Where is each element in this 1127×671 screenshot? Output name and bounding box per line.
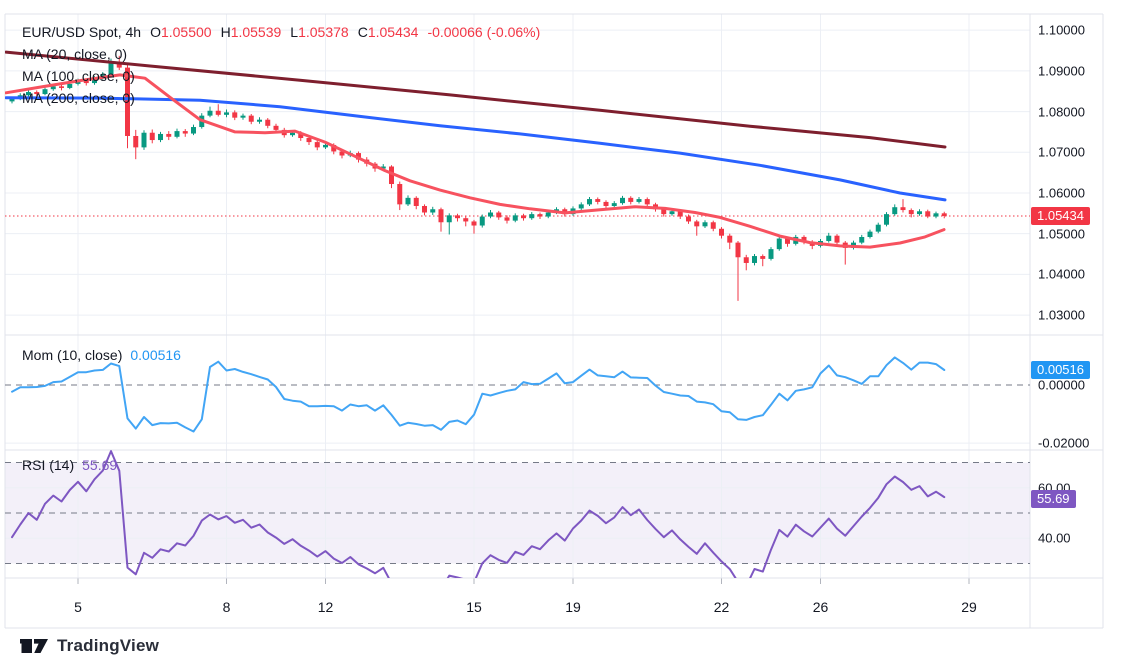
low-label: L <box>290 24 299 40</box>
high-label: H <box>220 24 231 40</box>
legend-ma20[interactable]: MA (20, close, 0) <box>22 46 128 62</box>
x-axis-label: 29 <box>961 599 977 615</box>
x-axis-label: 8 <box>222 599 231 615</box>
momentum-value: 0.00516 <box>130 347 181 363</box>
change-value: -0.00066 (-0.06%) <box>427 24 541 40</box>
x-axis-label: 12 <box>317 599 334 615</box>
x-axis-label: 22 <box>713 599 730 615</box>
y-axis-label: 1.08000 <box>1038 104 1085 120</box>
y-axis-label: 1.07000 <box>1038 144 1085 160</box>
y-axis-label: 1.06000 <box>1038 185 1085 201</box>
ma200-line <box>5 50 947 149</box>
y-axis-label: -0.02000 <box>1038 435 1090 451</box>
candles <box>9 55 947 301</box>
y-axis-label: 1.04000 <box>1038 266 1085 282</box>
close-label: C <box>357 24 368 40</box>
rsi-value: 55.69 <box>82 457 118 473</box>
close-value: 1.05434 <box>367 24 419 40</box>
rsi-label: RSI (14) <box>22 457 75 473</box>
price-badge: 1.05434 <box>1031 207 1090 225</box>
legend-ma200[interactable]: MA (200, close, 0) <box>22 90 135 106</box>
x-axis-label: 5 <box>74 599 82 615</box>
momentum-line <box>11 356 946 433</box>
open-value: 1.05500 <box>160 24 212 40</box>
tradingview-logo-text[interactable]: TradingView <box>57 636 160 655</box>
legend-rsi[interactable]: RSI (14) 55.69 <box>22 457 117 473</box>
footer: TradingView <box>20 636 159 656</box>
x-axis-label: 19 <box>565 599 581 615</box>
momentum-label: Mom (10, close) <box>22 347 123 363</box>
tradingview-logo-icon[interactable] <box>20 638 49 654</box>
momentum-badge: 0.00516 <box>1031 361 1090 379</box>
y-axis-label: 40.00 <box>1038 530 1071 546</box>
low-value: 1.05378 <box>298 24 349 40</box>
symbol-title[interactable]: EUR/USD Spot, 4h <box>22 24 142 40</box>
high-value: 1.05539 <box>230 24 282 40</box>
y-axis-label: 1.05000 <box>1038 226 1085 242</box>
open-label: O <box>150 24 161 40</box>
time-scale[interactable] <box>5 578 1030 628</box>
ma20-line <box>5 73 946 249</box>
rsi-line <box>11 450 946 578</box>
x-axis-label: 15 <box>466 599 482 615</box>
y-axis-label: 1.10000 <box>1038 22 1085 38</box>
ma100-line <box>5 96 947 202</box>
y-axis-label: 1.09000 <box>1038 63 1085 79</box>
legend-main: EUR/USD Spot, 4h O1.05500 H1.05539 L1.05378… <box>22 24 540 40</box>
x-axis-label: 26 <box>812 599 829 615</box>
y-axis-label: 1.03000 <box>1038 307 1085 323</box>
price-scale[interactable] <box>1030 14 1103 628</box>
rsi-badge: 55.69 <box>1031 490 1076 508</box>
legend-momentum[interactable]: Mom (10, close) 0.00516 <box>22 347 181 363</box>
legend-ma100[interactable]: MA (100, close, 0) <box>22 68 135 84</box>
y-axis-label: 0.00000 <box>1038 377 1085 393</box>
